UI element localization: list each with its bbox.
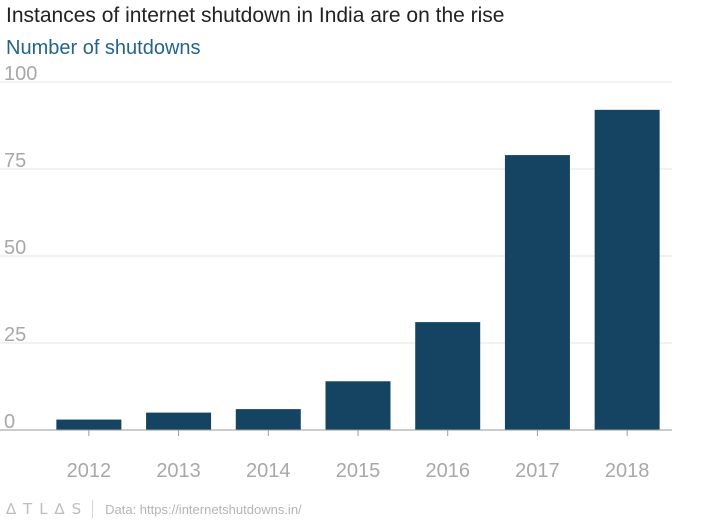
x-axis: 2012 2013 2014 2015 2016 2017 2018 — [0, 429, 672, 482]
bar-2017 — [504, 155, 570, 430]
x-tick-label-2014: 2014 — [246, 460, 291, 482]
bar-2012 — [56, 419, 122, 430]
footer: ∆TL∆S Data: https://internetshutdowns.in… — [6, 499, 302, 519]
x-tick-label-2017: 2017 — [515, 460, 560, 482]
y-tick-label-25: 25 — [4, 324, 26, 346]
bar-2014 — [235, 409, 301, 430]
footer-divider — [92, 500, 94, 518]
x-tick-label-2018: 2018 — [605, 460, 650, 482]
x-tick-label-2012: 2012 — [67, 460, 112, 482]
y-tick-label-0: 0 — [4, 411, 15, 433]
x-tick-label-2016: 2016 — [425, 460, 470, 482]
gridlines — [0, 81, 672, 344]
x-tick-label-2015: 2015 — [336, 460, 381, 482]
y-tick-label-75: 75 — [4, 150, 26, 172]
bar-chart: 0 25 50 75 100 2012 2013 2014 2015 2016 2017 2018 — [0, 63, 672, 482]
y-axis: 0 25 50 75 100 — [4, 63, 37, 433]
bar-2015 — [325, 381, 391, 430]
bars — [56, 109, 660, 430]
bar-2016 — [415, 322, 481, 430]
chart-title: Instances of internet shutdown in India … — [6, 4, 505, 27]
atlas-logo: ∆TL∆S — [6, 500, 89, 518]
data-source: Data: https://internetshutdowns.in/ — [105, 501, 302, 517]
x-tick-label-2013: 2013 — [156, 460, 201, 482]
y-tick-label-50: 50 — [4, 237, 26, 259]
chart-subtitle: Number of shutdowns — [6, 37, 201, 59]
bar-2018 — [594, 109, 660, 430]
bar-2013 — [146, 412, 212, 430]
y-tick-label-100: 100 — [4, 63, 37, 85]
